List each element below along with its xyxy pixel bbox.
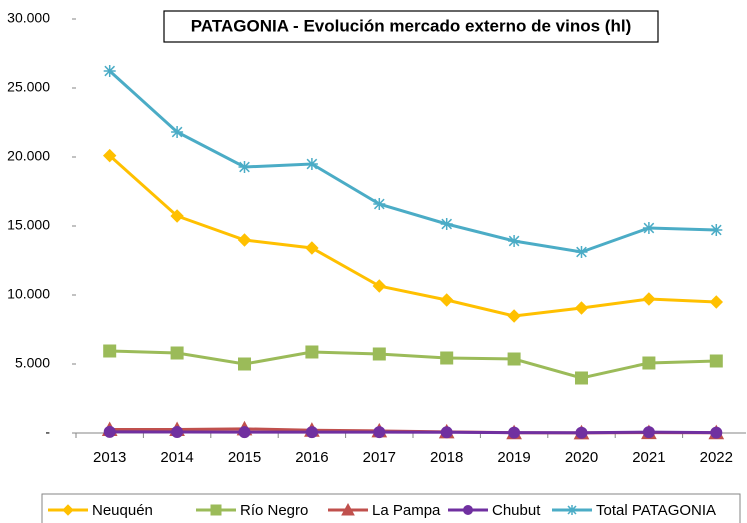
marker [440,426,453,439]
legend-box [41,493,741,523]
marker [567,505,577,515]
marker [373,426,386,439]
x-tick-label: 2020 [565,449,598,466]
marker [373,198,386,211]
marker [171,426,184,439]
x-tick-label: 2014 [160,449,193,466]
marker [642,292,656,306]
marker [709,354,723,368]
marker [210,504,222,516]
x-tick-label: 2017 [363,449,396,466]
y-tick-label: 10.000 [7,286,50,302]
marker [62,504,74,516]
marker [642,222,655,235]
x-tick-label: 2013 [93,449,126,466]
x-tick-label: 2016 [295,449,328,466]
marker [507,352,521,366]
chart-title: PATAGONIA - Evolución mercado externo de… [191,16,631,35]
x-tick-label: 2021 [632,449,665,466]
y-tick-label: 30.000 [7,10,50,26]
marker [507,309,521,323]
marker [305,157,318,170]
marker [710,426,723,439]
marker [575,245,588,258]
series-line [108,69,717,254]
legend-label: Neuquén [92,502,153,519]
x-tick-label: 2022 [700,449,733,466]
y-tick-label: 25.000 [7,79,50,95]
y-tick-label: - [45,424,50,440]
marker [440,217,453,230]
y-tick-label: 5.000 [15,355,50,371]
marker [170,346,184,360]
marker [102,148,117,163]
marker [238,357,251,371]
legend-label: Total PATAGONIA [596,502,716,519]
x-tick-label: 2018 [430,449,463,466]
marker [305,345,319,359]
series-line [108,154,717,318]
legend-label: La Pampa [372,502,441,519]
marker [170,209,184,223]
series-line [109,349,717,380]
marker [238,161,251,174]
marker [305,241,319,255]
title-box [163,10,659,43]
marker [238,426,251,439]
marker [575,426,588,439]
y-tick-label: 20.000 [7,148,50,164]
x-tick-label: 2019 [497,449,530,466]
marker [103,425,116,438]
marker [508,235,521,248]
series-line [109,430,717,435]
marker [439,293,454,307]
marker [372,279,387,293]
marker [237,233,252,247]
marker [103,344,117,358]
marker [575,371,588,385]
marker [508,426,521,439]
marker [305,426,318,439]
marker [440,351,454,365]
marker [463,505,473,515]
marker [171,125,184,138]
marker [372,347,386,361]
legend-label: Chubut [492,502,541,519]
marker [642,356,656,370]
x-tick-label: 2015 [228,449,261,466]
marker [710,224,723,237]
y-tick-label: 15.000 [7,217,50,233]
legend-label: Río Negro [240,502,308,519]
marker [709,295,724,309]
marker [574,301,589,315]
marker [103,64,116,77]
marker [642,426,655,439]
marker [341,502,355,516]
